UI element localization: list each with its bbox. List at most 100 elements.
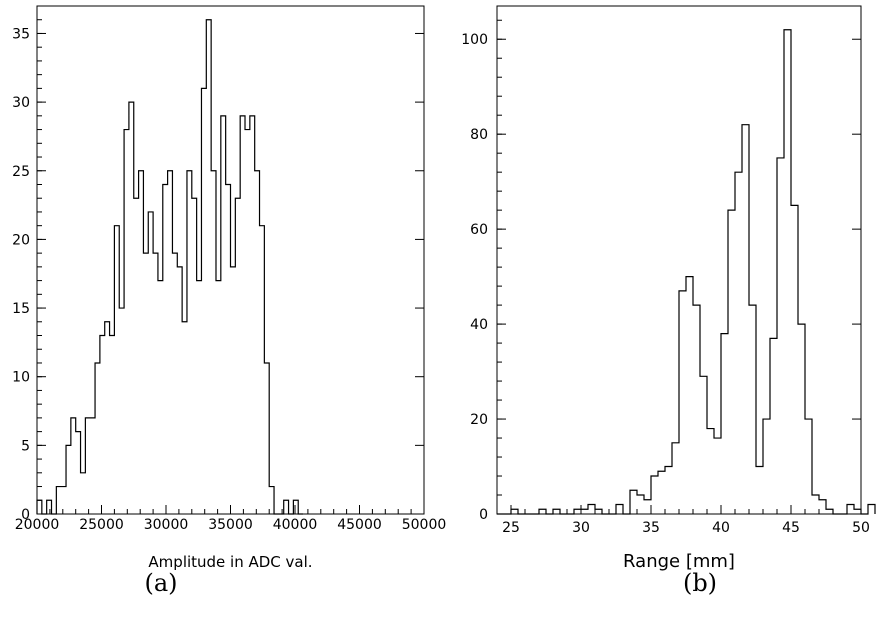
histogram-bin — [240, 116, 245, 514]
histogram-bin — [693, 305, 700, 514]
histogram-bin — [76, 432, 81, 514]
histogram-bin — [95, 363, 100, 514]
histogram-panel-b: 0 20 40 60 80 100 25 30 35 40 45 50 Range [mm](b) — [461, 5, 876, 597]
panel-caption: (a) — [144, 569, 177, 597]
histogram-bin — [105, 322, 110, 514]
histogram-bin — [735, 172, 742, 514]
panel-caption: (b) — [683, 569, 717, 597]
histogram-bin — [770, 338, 777, 514]
y-tick-label: 40 — [470, 317, 488, 333]
histogram-bin — [756, 467, 763, 514]
histogram-line — [497, 29, 876, 515]
histogram-bin — [177, 267, 182, 514]
x-axis-label: Amplitude in ADC val. — [148, 553, 312, 571]
y-tick-label: 60 — [470, 222, 488, 238]
histogram-bin — [686, 277, 693, 514]
y-tick-label: 20 — [12, 232, 30, 248]
histogram-bin — [197, 281, 202, 514]
histogram-bin — [134, 198, 139, 514]
histogram-bin — [85, 418, 90, 514]
histogram-bin — [250, 116, 255, 514]
histogram-bin — [168, 171, 173, 514]
histogram-bin — [707, 429, 714, 514]
y-tick-label: 15 — [12, 301, 30, 317]
x-tick-label: 45000 — [337, 517, 382, 533]
histogram-bin — [742, 125, 749, 514]
histogram-bin — [182, 322, 187, 514]
histogram-bin — [260, 226, 265, 514]
histogram-bin — [679, 291, 686, 514]
histogram-bin — [826, 509, 833, 514]
histogram-bin — [868, 505, 875, 514]
histogram-bin — [714, 438, 721, 514]
histogram-bin — [148, 212, 153, 514]
histogram-bin — [284, 500, 289, 514]
histogram-bin — [124, 130, 129, 514]
x-tick-label: 25 — [502, 520, 520, 536]
x-tick-label: 50 — [852, 520, 870, 536]
histogram-bin — [749, 305, 756, 514]
x-tick-label: 45 — [782, 520, 800, 536]
x-tick-label: 30 — [572, 520, 590, 536]
y-tick-label: 20 — [470, 412, 488, 428]
histogram-bin — [187, 171, 192, 514]
histogram-bin — [163, 184, 168, 514]
histogram-bin — [651, 476, 658, 514]
histogram-bin — [231, 267, 236, 514]
histogram-bin — [81, 473, 86, 514]
histogram-bin — [763, 419, 770, 514]
histogram-bin — [616, 505, 623, 514]
histogram-bin — [269, 487, 274, 514]
y-tick-label: 5 — [21, 438, 30, 454]
y-tick-label: 0 — [479, 507, 488, 523]
histogram-bin — [235, 198, 240, 514]
histogram-bin — [216, 281, 221, 514]
histogram-bin — [812, 495, 819, 514]
x-tick-label: 40 — [712, 520, 730, 536]
histogram-bin — [665, 467, 672, 514]
histogram-bin — [854, 509, 861, 514]
histogram-bin — [153, 253, 158, 514]
histogram-bin — [158, 281, 163, 514]
histogram-bin — [226, 184, 231, 514]
histogram-bin — [211, 171, 216, 514]
histogram-bin — [595, 509, 602, 514]
histogram-bin — [264, 363, 269, 514]
histogram-bin — [119, 308, 124, 514]
histogram-bin — [847, 505, 854, 514]
histogram-bin — [777, 158, 784, 514]
histogram-bin — [588, 505, 595, 514]
histogram-bin — [700, 376, 707, 514]
histogram-bin — [129, 102, 134, 514]
y-tick-label: 10 — [12, 370, 30, 386]
histogram-bin — [245, 130, 250, 514]
histogram-bin — [293, 500, 298, 514]
histogram-bin — [172, 253, 177, 514]
x-axis-label: Range [mm] — [623, 551, 735, 572]
histogram-panel-a: 0 5 10 15 20 25 30 35 20000 25000 30000 35000 40000 4… — [12, 5, 446, 597]
histogram-bin — [721, 334, 728, 514]
y-tick-label: 25 — [12, 164, 30, 180]
x-tick-label: 35 — [642, 520, 660, 536]
histogram-line — [36, 19, 304, 515]
histogram-bin — [798, 324, 805, 514]
histogram-bin — [784, 30, 791, 514]
y-tick-label: 30 — [12, 95, 30, 111]
y-tick-label: 100 — [461, 32, 488, 48]
histogram-bin — [114, 226, 119, 514]
histogram-bin — [805, 419, 812, 514]
histogram-bin — [539, 509, 546, 514]
histogram-bin — [90, 418, 95, 514]
histogram-bin — [819, 500, 826, 514]
histogram-bin — [139, 171, 144, 514]
histogram-bin — [581, 509, 588, 514]
y-tick-label: 80 — [470, 127, 488, 143]
histogram-bin — [630, 490, 637, 514]
histogram-bin — [644, 500, 651, 514]
histogram-bin — [71, 418, 76, 514]
histogram-bin — [192, 198, 197, 514]
y-tick-label: 0 — [21, 507, 30, 523]
histogram-bin — [511, 509, 518, 514]
histogram-bin — [37, 500, 42, 514]
